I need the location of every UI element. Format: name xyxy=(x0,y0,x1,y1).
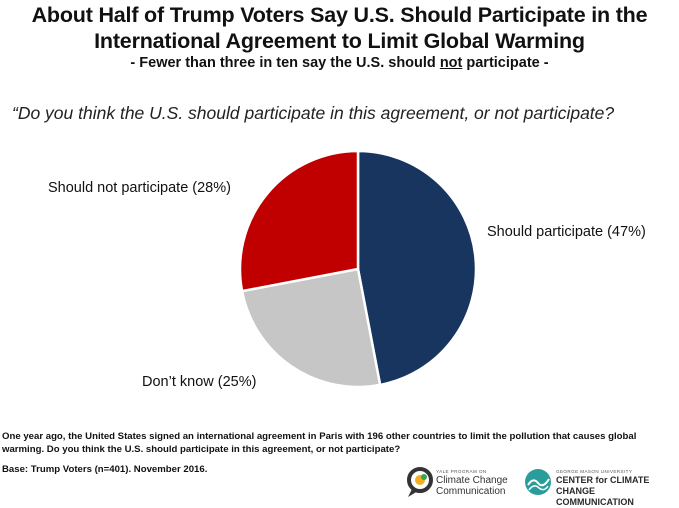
slice-label-should-participate: Should participate (47%) xyxy=(487,224,646,240)
footnote: One year ago, the United States signed a… xyxy=(2,431,637,455)
yale-speech-bubble-icon xyxy=(407,467,433,497)
survey-question: “Do you think the U.S. should participat… xyxy=(12,103,615,123)
yale-logo: YALE PROGRAM ON Climate Change Communica… xyxy=(406,465,518,499)
yale-line1: Climate Change xyxy=(436,475,508,486)
pie-slice-should-participate xyxy=(356,149,478,387)
gmu-line2: COMMUNICATION xyxy=(556,497,634,507)
pie-slice-don-t-know xyxy=(240,267,382,389)
pie-slice-should-not-participate xyxy=(238,149,360,293)
subtitle-suffix: participate - xyxy=(462,55,549,71)
chart-title-line1: About Half of Trump Voters Say U.S. Shou… xyxy=(31,3,648,27)
base-note: Base: Trump Voters (n=401). November 201… xyxy=(2,464,208,475)
chart-title-line2: International Agreement to Limit Global … xyxy=(94,29,585,53)
gmu-logo: GEORGE MASON UNIVERSITY CENTER for CLIMA… xyxy=(523,465,679,507)
yale-line2: Communication xyxy=(436,486,506,497)
chart-subtitle: - Fewer than three in ten say the U.S. s… xyxy=(0,54,679,72)
subtitle-prefix: - Fewer than three in ten say the U.S. s… xyxy=(130,55,440,71)
gmu-small-text: GEORGE MASON UNIVERSITY xyxy=(556,469,633,474)
gmu-line1: CENTER for CLIMATE CHANGE xyxy=(556,475,650,496)
gmu-wave-icon xyxy=(525,469,551,495)
slice-label-don-t-know: Don’t know (25%) xyxy=(142,374,256,390)
chart-title: About Half of Trump Voters Say U.S. Shou… xyxy=(0,2,679,54)
subtitle-underlined: not xyxy=(439,55,463,71)
slice-label-should-not-participate: Should not participate (28%) xyxy=(48,180,231,196)
yale-small-text: YALE PROGRAM ON xyxy=(436,469,487,474)
